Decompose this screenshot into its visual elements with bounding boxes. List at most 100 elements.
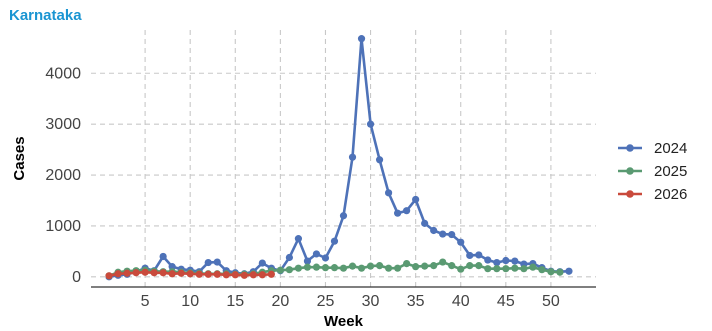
legend: 2024 2025 2026 <box>618 140 687 203</box>
data-point-2026-13 <box>213 270 221 278</box>
data-point-2024-36 <box>421 219 429 227</box>
data-point-2024-28 <box>348 153 357 161</box>
data-point-2025-25 <box>321 264 330 272</box>
data-point-2024-25 <box>321 254 330 262</box>
data-point-2025-30 <box>366 262 375 270</box>
x-tick-label-50: 50 <box>542 293 560 310</box>
x-tick-label-40: 40 <box>452 293 470 310</box>
series-2026 <box>105 268 275 280</box>
data-point-2025-40 <box>457 265 465 273</box>
data-point-2026-12 <box>204 270 212 278</box>
data-point-2025-29 <box>357 264 366 272</box>
data-point-2024-44 <box>493 258 501 267</box>
data-point-2025-37 <box>430 262 438 270</box>
data-point-2026-15 <box>231 271 239 279</box>
data-point-2025-36 <box>421 262 429 270</box>
data-point-2026-17 <box>249 271 257 279</box>
data-point-2026-1 <box>105 272 113 280</box>
data-point-2024-35 <box>412 195 420 204</box>
data-point-2025-43 <box>484 265 492 273</box>
data-point-2024-27 <box>339 212 348 220</box>
data-point-2025-50 <box>547 268 555 276</box>
data-point-2024-7 <box>159 252 167 261</box>
data-point-2025-21 <box>285 266 293 274</box>
data-point-2024-18 <box>258 259 266 267</box>
y-tick-label-4000: 4000 <box>45 65 81 82</box>
y-tick-label-0: 0 <box>72 269 81 286</box>
data-point-2026-8 <box>168 270 176 278</box>
data-point-2025-47 <box>520 265 528 273</box>
data-point-2025-20 <box>276 266 284 274</box>
data-point-2025-49 <box>538 266 546 274</box>
data-point-2025-26 <box>330 264 339 272</box>
y-tick-label-3000: 3000 <box>45 116 81 133</box>
data-point-2024-13 <box>213 258 221 266</box>
data-point-2024-40 <box>457 238 465 246</box>
data-point-2026-19 <box>267 270 275 278</box>
data-point-2025-24 <box>312 263 321 271</box>
data-point-2025-27 <box>339 264 348 272</box>
series-line-2024 <box>108 37 569 279</box>
data-point-2024-22 <box>294 235 303 243</box>
legend-marker-2026 <box>626 190 634 198</box>
series-layer <box>105 35 573 281</box>
x-axis-title: Week <box>324 313 364 330</box>
data-point-2026-18 <box>258 271 266 279</box>
data-point-2024-30 <box>366 120 375 128</box>
legend-label-2025: 2025 <box>654 163 687 180</box>
data-point-2025-28 <box>348 262 357 270</box>
data-point-2025-35 <box>412 263 420 271</box>
data-point-2026-9 <box>177 269 185 277</box>
data-point-2025-46 <box>511 264 519 272</box>
x-tick-label-30: 30 <box>362 293 380 310</box>
data-point-2024-31 <box>375 156 384 164</box>
data-point-2025-42 <box>475 262 483 270</box>
data-point-2024-42 <box>475 251 483 259</box>
data-point-2025-34 <box>403 259 411 268</box>
data-point-2024-39 <box>448 230 456 239</box>
data-point-2024-52 <box>565 267 573 275</box>
data-point-2025-31 <box>375 262 384 270</box>
data-point-2026-14 <box>222 271 230 279</box>
data-point-2026-16 <box>240 271 248 279</box>
data-point-2026-10 <box>186 270 194 278</box>
data-point-2024-21 <box>285 253 293 262</box>
data-point-2026-6 <box>150 269 158 277</box>
x-tick-label-20: 20 <box>271 293 289 310</box>
data-point-2026-2 <box>114 270 122 278</box>
data-point-2025-48 <box>529 263 537 271</box>
x-axis-ticks: 5 10 15 20 25 30 35 40 45 50 <box>141 293 560 310</box>
data-point-2026-7 <box>159 269 167 277</box>
grid-lines <box>91 30 596 287</box>
data-point-2025-51 <box>556 268 564 276</box>
data-point-2024-37 <box>430 226 438 235</box>
data-point-2025-33 <box>394 264 402 272</box>
legend-marker-2024 <box>626 144 634 152</box>
data-point-2025-44 <box>493 265 501 273</box>
x-tick-label-10: 10 <box>181 293 199 310</box>
data-point-2024-33 <box>394 209 402 217</box>
x-tick-label-25: 25 <box>317 293 335 310</box>
data-point-2024-43 <box>484 256 492 264</box>
data-point-2026-3 <box>123 269 131 277</box>
data-point-2025-32 <box>384 264 393 272</box>
data-point-2024-29 <box>357 35 366 43</box>
data-point-2025-39 <box>448 262 456 270</box>
data-point-2024-45 <box>502 256 510 265</box>
data-point-2024-38 <box>439 230 447 238</box>
data-point-2024-26 <box>330 237 339 245</box>
legend-label-2026: 2026 <box>654 186 687 203</box>
data-point-2024-46 <box>511 257 519 265</box>
data-point-2024-24 <box>312 250 321 258</box>
legend-item-2025: 2025 <box>618 163 687 180</box>
data-point-2026-11 <box>195 270 203 278</box>
x-tick-label-5: 5 <box>141 293 150 310</box>
y-axis-ticks: 0 1000 2000 3000 4000 <box>45 65 81 286</box>
legend-marker-2025 <box>626 167 634 175</box>
legend-item-2024: 2024 <box>618 140 687 157</box>
data-point-2026-4 <box>132 269 140 277</box>
data-point-2025-23 <box>303 263 312 271</box>
legend-label-2024: 2024 <box>654 140 687 157</box>
data-point-2025-38 <box>439 258 447 266</box>
